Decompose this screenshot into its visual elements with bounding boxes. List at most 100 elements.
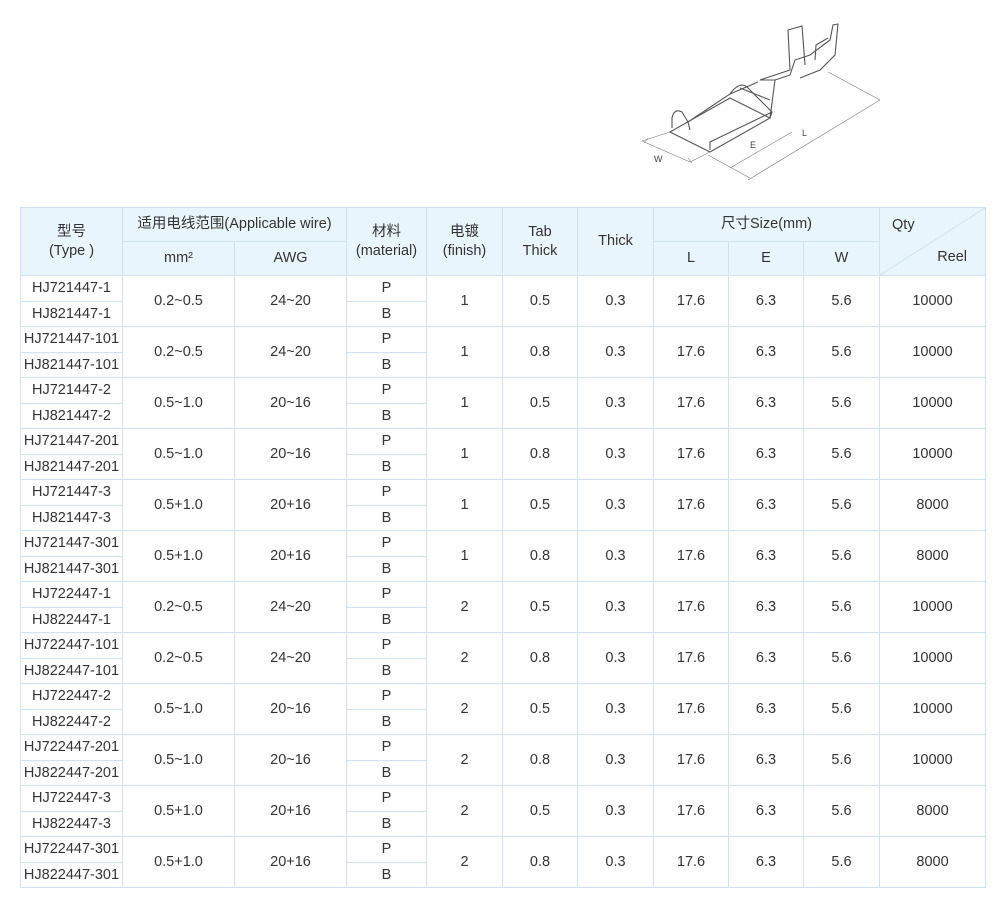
length-cell: 17.6	[653, 275, 729, 327]
qty-cell: 10000	[879, 632, 987, 684]
type-cell: HJ721447-101	[20, 326, 123, 353]
e-cell: 6.3	[728, 836, 804, 888]
qty-cell: 10000	[879, 377, 987, 429]
mm2-cell: 0.5+1.0	[122, 530, 235, 582]
finish-cell: 2	[426, 734, 503, 786]
material-cell: P	[346, 632, 427, 659]
header-e: E	[728, 241, 804, 276]
mm2-cell: 0.5~1.0	[122, 683, 235, 735]
width-cell: 5.6	[802, 326, 881, 378]
material-cell: P	[346, 479, 427, 506]
material-cell: B	[346, 759, 427, 786]
awg-cell: 20+16	[234, 785, 347, 837]
finish-cell: 1	[426, 530, 503, 582]
e-cell: 6.3	[728, 530, 804, 582]
thick-cell: 0.3	[577, 632, 654, 684]
table-row: HJ721447-301 0.5+1.0 20+16 P 1 0.8 0.3 17.6 6.3 5…	[20, 530, 987, 582]
material-cell: B	[346, 708, 427, 735]
finish-cell: 1	[426, 377, 503, 429]
tab-thick-cell: 0.5	[502, 377, 578, 429]
table-row: HJ822447-2 B	[20, 708, 986, 735]
type-cell: HJ821447-301	[20, 555, 123, 582]
table-row: HJ822447-1 B	[20, 606, 986, 633]
awg-cell: 20~16	[234, 377, 347, 429]
material-cell: B	[346, 504, 427, 531]
dimension-label-w: W	[654, 154, 663, 164]
mm2-cell: 0.5~1.0	[122, 377, 235, 429]
type-cell: HJ822447-2	[20, 708, 123, 735]
width-cell: 5.6	[802, 377, 881, 429]
thick-cell: 0.3	[577, 683, 654, 735]
e-cell: 6.3	[728, 377, 804, 429]
qty-cell: 10000	[879, 683, 987, 735]
table-row: HJ722447-2 0.5~1.0 20~16 P 2 0.5 0.3 17.6 6.3 5.6…	[20, 683, 987, 735]
material-cell: P	[346, 785, 427, 812]
type-cell: HJ722447-1	[20, 581, 123, 608]
thick-cell: 0.3	[577, 836, 654, 888]
awg-cell: 20~16	[234, 683, 347, 735]
mm2-cell: 0.2~0.5	[122, 326, 235, 378]
material-cell: B	[346, 402, 427, 429]
e-cell: 6.3	[728, 581, 804, 633]
material-cell: B	[346, 861, 427, 888]
type-cell: HJ722447-201	[20, 734, 123, 761]
material-cell: B	[346, 555, 427, 582]
table-row: HJ822447-301 B	[20, 861, 986, 888]
e-cell: 6.3	[728, 326, 804, 378]
finish-cell: 1	[426, 275, 503, 327]
thick-cell: 0.3	[577, 581, 654, 633]
type-cell: HJ722447-3	[20, 785, 123, 812]
table-row: HJ821447-301 B	[20, 555, 986, 582]
mm2-cell: 0.5~1.0	[122, 428, 235, 480]
qty-cell: 8000	[879, 836, 987, 888]
width-cell: 5.6	[802, 785, 881, 837]
material-cell: B	[346, 606, 427, 633]
table-row: HJ822447-201 B	[20, 759, 986, 786]
qty-cell: 10000	[879, 428, 987, 480]
tab-thick-cell: 0.8	[502, 428, 578, 480]
header-awg: AWG	[234, 241, 347, 276]
width-cell: 5.6	[802, 632, 881, 684]
type-cell: HJ721447-201	[20, 428, 123, 455]
header-l: L	[653, 241, 729, 276]
thick-cell: 0.3	[577, 479, 654, 531]
material-cell: B	[346, 657, 427, 684]
mm2-cell: 0.2~0.5	[122, 581, 235, 633]
tab-thick-cell: 0.5	[502, 275, 578, 327]
table-row: HJ721447-201 0.5~1.0 20~16 P 1 0.8 0.3 17.6 6.3 5…	[20, 428, 987, 480]
thick-cell: 0.3	[577, 530, 654, 582]
type-cell: HJ822447-1	[20, 606, 123, 633]
e-cell: 6.3	[728, 785, 804, 837]
width-cell: 5.6	[802, 275, 881, 327]
e-cell: 6.3	[728, 734, 804, 786]
header-mm2: mm²	[122, 241, 235, 276]
header-w: W	[802, 241, 881, 276]
thick-cell: 0.3	[577, 428, 654, 480]
thick-cell: 0.3	[577, 785, 654, 837]
tab-thick-cell: 0.5	[502, 683, 578, 735]
length-cell: 17.6	[653, 479, 729, 531]
header-size: 尺寸Size(mm)	[652, 207, 881, 242]
length-cell: 17.6	[653, 581, 729, 633]
header-type: 型号 (Type )	[20, 207, 123, 276]
qty-cell: 10000	[879, 734, 987, 786]
material-cell: P	[346, 836, 427, 863]
table-row: HJ722447-1 0.2~0.5 24~20 P 2 0.5 0.3 17.6 6.3 5.6…	[20, 581, 987, 633]
mm2-cell: 0.2~0.5	[122, 632, 235, 684]
type-cell: HJ821447-1	[20, 300, 123, 327]
tab-thick-cell: 0.5	[502, 479, 578, 531]
finish-cell: 1	[426, 326, 503, 378]
qty-cell: 10000	[879, 581, 987, 633]
material-cell: B	[346, 351, 427, 378]
table-row: HJ721447-2 0.5~1.0 20~16 P 1 0.5 0.3 17.6 6.3 5.6…	[20, 377, 987, 429]
thick-cell: 0.3	[577, 734, 654, 786]
thick-cell: 0.3	[577, 326, 654, 378]
awg-cell: 20~16	[234, 428, 347, 480]
dimension-label-e: E	[750, 140, 756, 150]
awg-cell: 20+16	[234, 479, 347, 531]
tab-thick-cell: 0.8	[502, 326, 578, 378]
qty-cell: 10000	[879, 275, 987, 327]
length-cell: 17.6	[653, 683, 729, 735]
finish-cell: 2	[426, 632, 503, 684]
table-row: HJ822447-3 B	[20, 810, 986, 837]
